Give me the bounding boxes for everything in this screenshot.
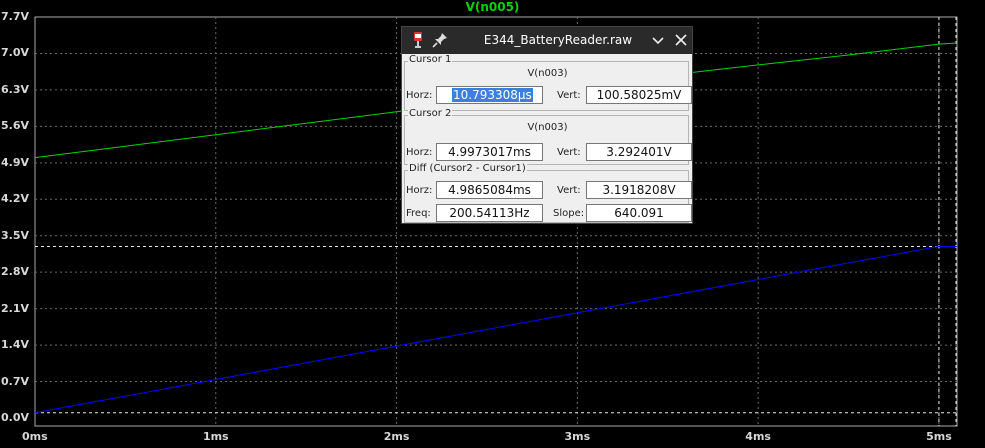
cursor1-vert-label: Vert: xyxy=(557,90,581,101)
x-tick-label: 2ms xyxy=(383,430,410,443)
cursor2-horz-label: Horz: xyxy=(406,147,433,158)
y-tick-label: 1.4V xyxy=(1,338,29,352)
cursor-dialog: E344_BatteryReader.raw Cursor 1 V(n003) … xyxy=(401,26,693,224)
cursor2-trace-name: V(n003) xyxy=(527,122,568,133)
diff-vert-field[interactable]: 3.1918208V xyxy=(586,181,692,199)
diff-group-label: Diff (Cursor2 - Cursor1) xyxy=(408,163,527,175)
y-tick-label: 6.3V xyxy=(1,82,29,96)
cursor-lines[interactable] xyxy=(35,17,957,426)
x-tick-label: 5ms xyxy=(926,430,952,443)
cursor1-horz-field[interactable]: 10.793308µs xyxy=(436,86,543,104)
y-tick-label: 7.7V xyxy=(1,10,29,23)
y-tick-label: 3.5V xyxy=(1,228,29,242)
y-tick-label: 5.6V xyxy=(1,119,29,133)
cursor2-group-label: Cursor 2 xyxy=(408,108,453,120)
y-tick-label: 0.7V xyxy=(1,374,29,388)
cursor2-vert-label: Vert: xyxy=(557,147,581,158)
x-tick-label: 0ms xyxy=(22,430,48,443)
diff-slope-field[interactable]: 640.091 xyxy=(586,204,692,222)
dialog-titlebar[interactable]: E344_BatteryReader.raw xyxy=(402,27,692,54)
dialog-title: E344_BatteryReader.raw xyxy=(483,33,633,47)
diff-vert-label: Vert: xyxy=(557,185,581,196)
cursor2-group: Cursor 2 V(n003) Horz: 4.9973017ms Vert:… xyxy=(404,108,692,165)
cursor1-trace-name: V(n003) xyxy=(527,68,568,79)
probe-icon xyxy=(414,32,422,48)
cursor2-vert-field[interactable]: 3.292401V xyxy=(586,143,692,161)
close-icon[interactable] xyxy=(672,31,690,49)
cursor2-horz-field[interactable]: 4.9973017ms xyxy=(436,143,543,161)
y-tick-label: 4.2V xyxy=(1,192,29,206)
y-tick-label: 4.9V xyxy=(1,155,29,169)
diff-slope-label: Slope: xyxy=(553,208,585,219)
cursor1-group-label: Cursor 1 xyxy=(408,54,453,66)
y-tick-label: 2.1V xyxy=(1,301,29,315)
diff-horz-label: Horz: xyxy=(406,185,433,196)
trace-title[interactable]: V(n005) xyxy=(465,0,520,14)
x-tick-label: 3ms xyxy=(564,430,591,443)
diff-group: Diff (Cursor2 - Cursor1) Horz: 4.9865084… xyxy=(404,163,692,223)
y-tick-label: 0.0V xyxy=(1,411,29,424)
cursor1-horz-value: 10.793308µs xyxy=(452,88,533,102)
x-tick-label: 4ms xyxy=(745,430,771,443)
cursor1-horz-label: Horz: xyxy=(406,90,433,101)
cursor1-group: Cursor 1 V(n003) Horz: 10.793308µs Vert:… xyxy=(404,54,692,111)
cursor1-vert-field[interactable]: 100.58025mV xyxy=(586,86,692,104)
diff-freq-field[interactable]: 200.54113Hz xyxy=(436,204,543,222)
series-line-vn003 xyxy=(34,246,957,414)
pin-icon[interactable] xyxy=(431,31,449,49)
diff-freq-label: Freq: xyxy=(406,208,431,219)
chevron-down-icon[interactable] xyxy=(649,31,667,49)
y-tick-label: 2.8V xyxy=(1,265,29,279)
y-tick-label: 7.0V xyxy=(1,46,29,60)
diff-horz-field[interactable]: 4.9865084ms xyxy=(436,181,543,199)
x-tick-label: 1ms xyxy=(202,430,229,443)
